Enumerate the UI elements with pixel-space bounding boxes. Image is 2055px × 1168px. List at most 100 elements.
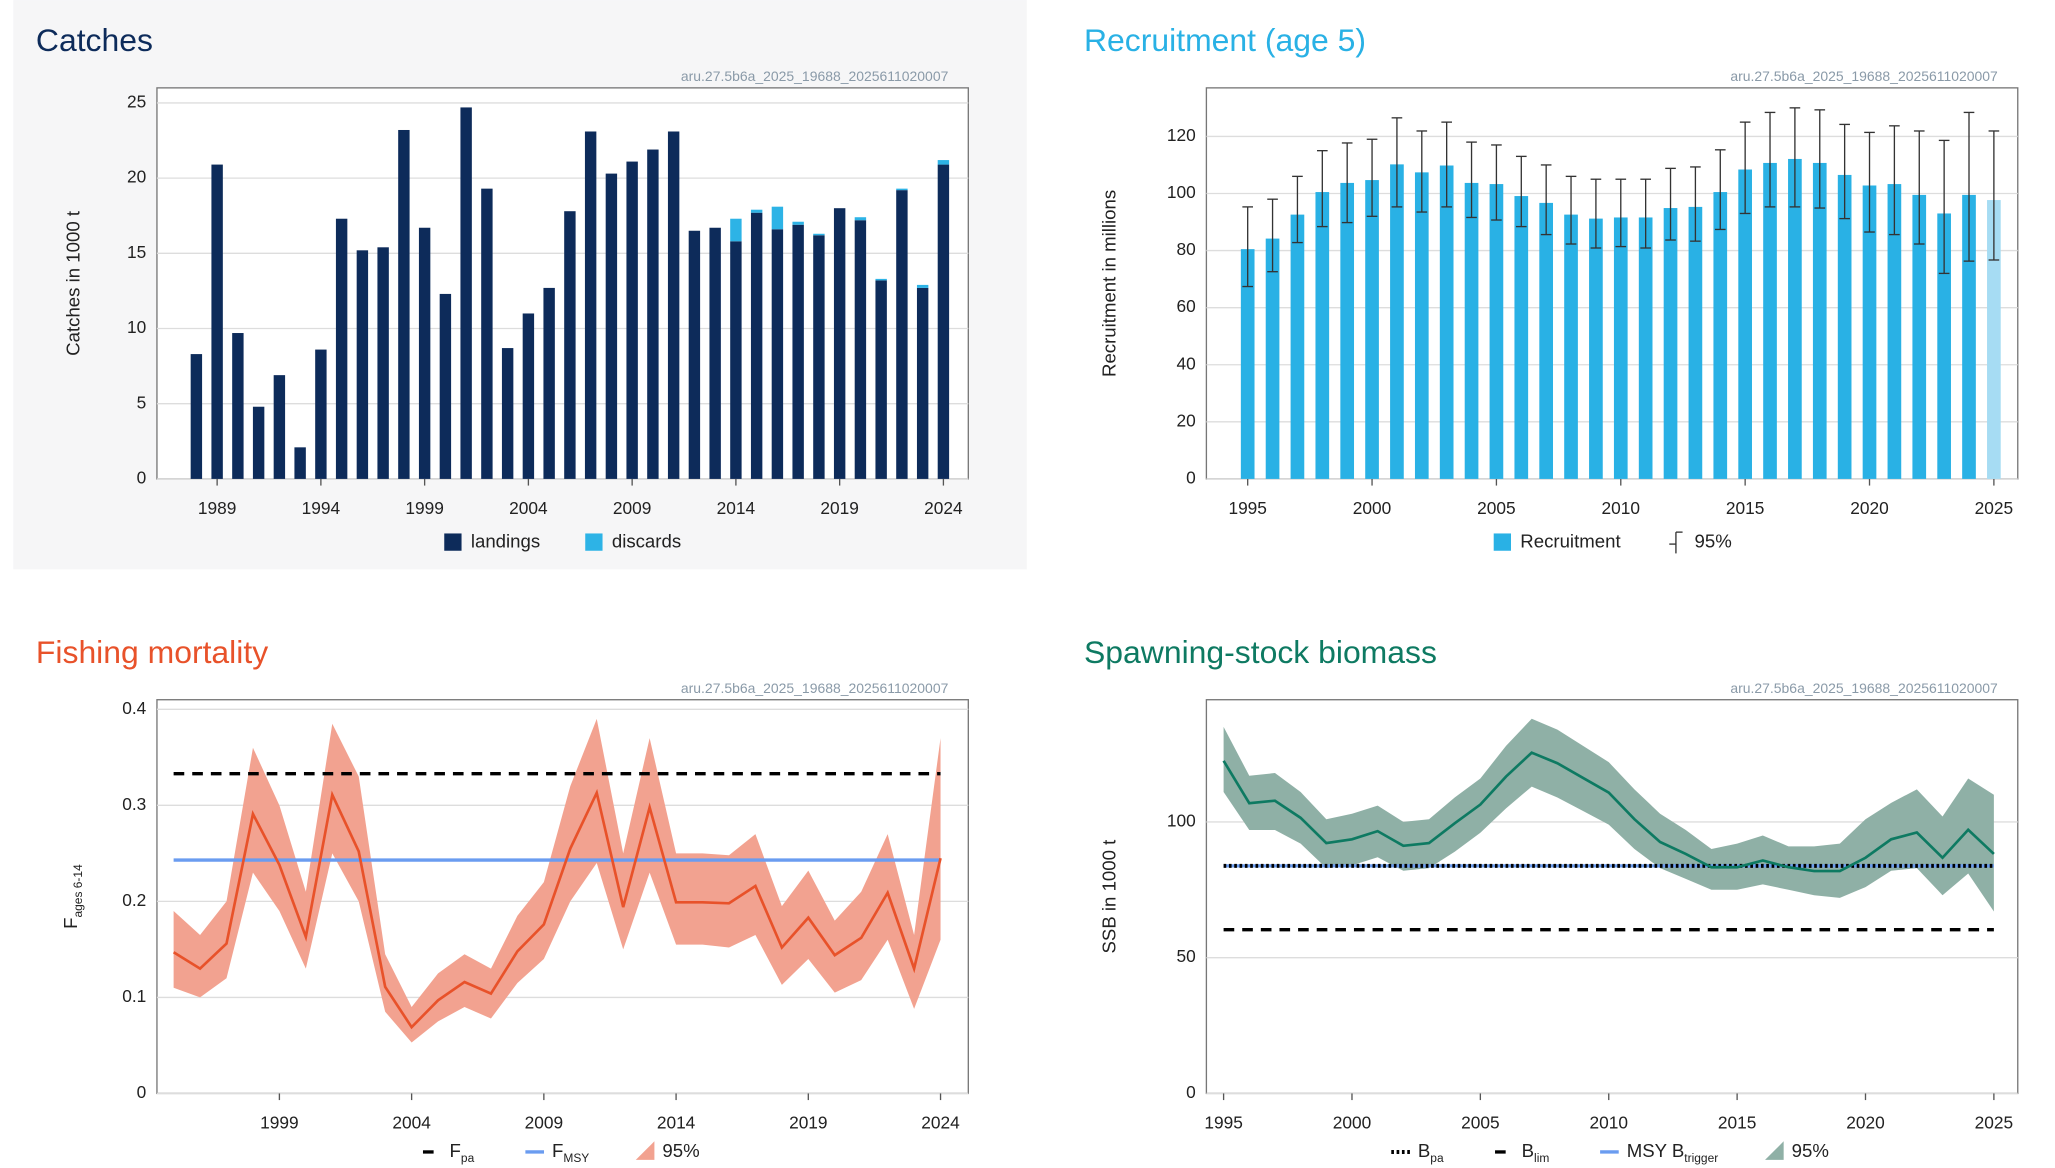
line [1222,751,1995,873]
x-tick-label: 2010 [1590,1113,1628,1133]
plot-area [156,87,969,480]
x-tick-label: 2009 [525,1113,563,1133]
bar [1987,200,2001,479]
bar [854,220,867,479]
y-tick-label: 100 [1167,810,1196,830]
y-tick-label: 20 [127,167,146,187]
bar [584,131,597,479]
bar [709,227,721,479]
bar [294,447,306,479]
x-tick-label: 2024 [921,1113,960,1133]
chart-title: Spawning-stock biomass [1084,634,1437,670]
bar [1564,214,1578,479]
bar [792,221,804,225]
x-tick-label: 2000 [1333,1113,1371,1133]
error-bar [1615,178,1627,248]
legend-label: 95% [1695,531,1732,552]
bar [1390,164,1404,479]
y-tick-label: 15 [127,242,146,262]
error-bar [1640,178,1651,249]
bar [605,173,618,479]
error-bar [1764,111,1776,208]
stamp: aru.27.5b6a_2025_19688_2025611020007 [1730,680,1998,696]
bar [1962,194,1976,479]
legend-label: 95% [662,1140,699,1161]
legend-swatch [1765,1141,1784,1160]
y-tick-label: 40 [1177,353,1196,373]
x-tick-label: 2005 [1461,1113,1499,1133]
bar [564,211,576,479]
error-bar [1515,155,1527,228]
legend-label: Bpa [1418,1140,1444,1165]
y-tick-label: 120 [1167,125,1196,145]
bar [398,129,410,479]
bar [1663,208,1678,479]
bar [315,349,327,479]
bar [418,227,431,479]
x-tick-label: 1995 [1228,498,1266,518]
chart-title: Catches [36,22,153,58]
error-bar [1242,206,1254,288]
y-tick-label: 0.3 [122,794,146,814]
legend-label-sub: trigger [1684,1151,1718,1165]
bar [1439,165,1454,479]
plot-area [1205,699,2019,1095]
error-bar [1341,142,1353,224]
error-bar [1963,111,1975,262]
legend-swatch [635,1141,655,1160]
bar [667,131,680,479]
stamp: aru.27.5b6a_2025_19688_2025611020007 [681,68,949,84]
bar [937,160,950,165]
y-tick-label: 5 [137,392,147,412]
bar [833,208,846,479]
bar [813,233,825,236]
y-tick-label: 60 [1177,296,1196,316]
bar [1912,194,1927,479]
y-tick-label: 80 [1177,239,1196,259]
y-axis-label: Catches in 1000 t [62,210,83,356]
chart-title: Fishing mortality [36,634,268,670]
legend-label-sub: pa [461,1151,475,1165]
bar [1539,202,1554,479]
x-tick-label: 2015 [1726,498,1764,518]
bar [1464,182,1479,479]
y-tick-label: 0 [137,1082,147,1102]
error-bar [1839,123,1850,220]
bar [896,188,908,191]
bar [1862,185,1877,479]
x-tick-label: 2025 [1975,1113,2013,1133]
bar [1713,192,1728,479]
error-bar [1466,141,1477,219]
bar [647,149,659,479]
x-tick-label: 2019 [820,498,858,518]
bar [771,229,784,479]
bar [1738,169,1752,479]
bar [1613,217,1628,479]
error-bar [1714,149,1726,231]
bar [1788,158,1802,479]
error-bar [1292,175,1303,244]
error-bar [1267,198,1278,273]
x-tick-label: 2004 [509,498,548,518]
line [172,788,942,1030]
error-bar [1565,175,1577,245]
legend-label-main: MSY B [1627,1140,1685,1161]
bar [1414,172,1429,479]
bar [813,235,825,479]
bar [273,375,286,479]
legend-label: FMSY [552,1140,589,1165]
y-tick-label: 0.2 [122,890,146,910]
legend-label: MSY Btrigger [1627,1140,1719,1165]
error-bar [1416,130,1428,213]
legend-swatch [1493,533,1511,551]
error-bar [1789,107,1801,208]
y-axis-label: Fages 6-14 [60,864,85,929]
error-bar [1590,178,1602,249]
bar [501,348,514,479]
x-tick-label: 1994 [302,498,341,518]
error-bar [1938,139,1950,275]
bar [1688,206,1703,479]
error-bar [1739,121,1751,215]
legend-label: Blim [1522,1140,1550,1165]
bar [896,190,908,479]
